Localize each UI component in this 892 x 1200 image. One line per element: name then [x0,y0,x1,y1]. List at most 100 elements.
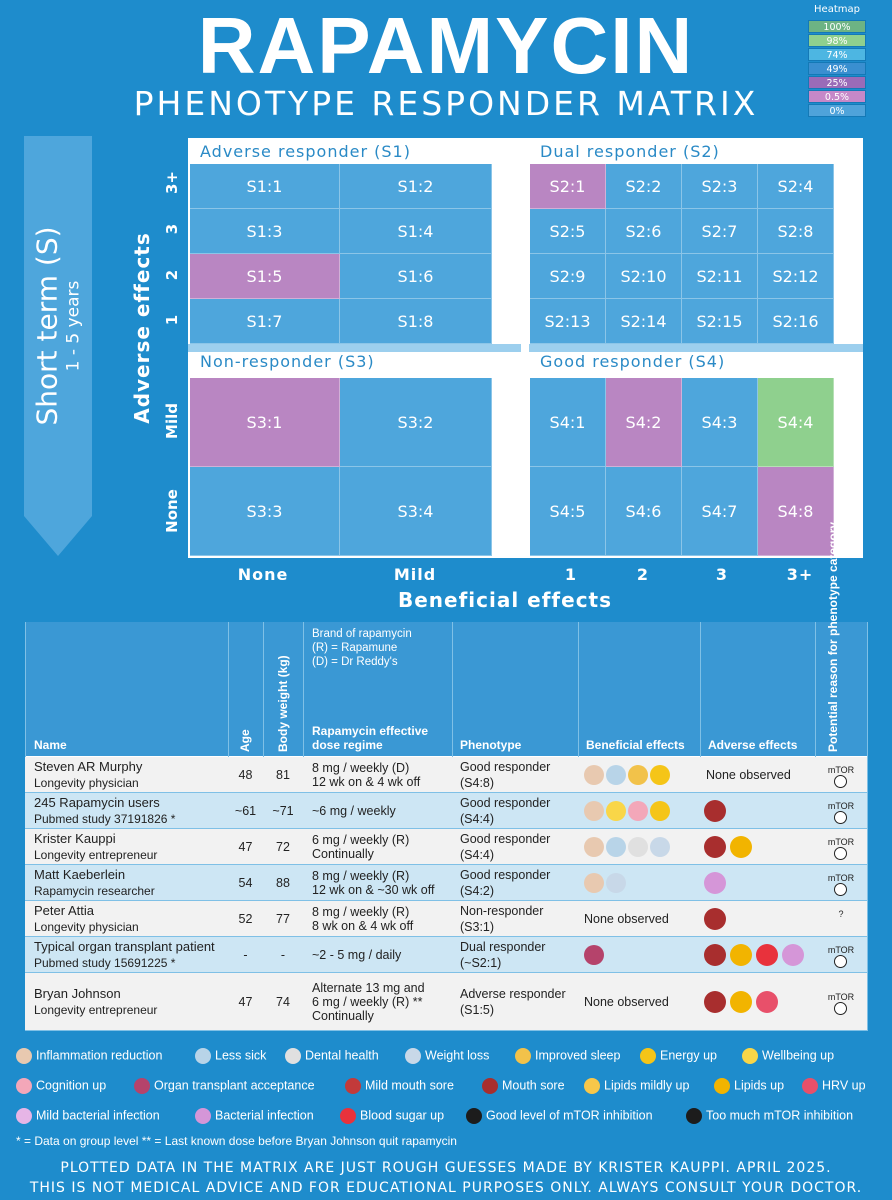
heatmap-level: 0.5% [808,90,866,103]
cell-weight: ~71 [272,804,294,818]
legend-item: Too much mTOR inhibition [686,1108,853,1124]
matrix-cell: S2:11 [682,254,758,299]
cell-role: Pubmed study 15691225 * [34,956,176,970]
y-tick: 3+ [163,170,181,194]
matrix-cell: S4:7 [682,467,758,556]
legend-label: Mild bacterial infection [36,1108,160,1123]
notes: * = Data on group level ** = Last known … [16,1134,457,1148]
improved-sleep-icon [628,765,648,785]
table-column-line [867,622,868,1031]
cell-phenotype: Dual responder [460,940,546,954]
page-title: RAPAMYCIN [197,1,695,90]
legend-item: Wellbeing up [742,1048,834,1064]
cell-phenotype-code: (S4:4) [460,812,495,826]
matrix-cell: S4:4 [758,378,834,467]
th-reason: Potential reason for phenotype category [826,521,840,752]
dental-icon [285,1048,301,1064]
legend-item: Blood sugar up [340,1108,444,1124]
legend-label: Inflammation reduction [36,1048,163,1063]
cell-reason: mTOR [827,992,855,1002]
cell-role: Longevity physician [34,920,139,934]
legend-label: Organ transplant acceptance [154,1078,315,1093]
cell-dose: 12 wk on & ~30 wk off [312,883,435,897]
cell-name: Typical organ transplant patient [34,939,215,954]
mouth-sore-icon [704,836,726,858]
y-tick: 2 [163,269,181,281]
weight-loss-icon [606,873,626,893]
cell-age: ~61 [234,804,257,818]
matrix-cell: S2:10 [606,254,682,299]
bacterial-icon [782,944,804,966]
cell-name: Matt Kaeberlein [34,867,126,882]
mouth-sore-icon [704,991,726,1013]
hrv-icon [756,991,778,1013]
organ-icon [584,945,604,965]
cell-name: Steven AR Murphy [34,759,143,774]
mtor-icon [834,847,847,860]
cell-dose: Continually [312,847,374,861]
less-sick-icon [606,837,626,857]
matrix-cell: S4:5 [530,467,606,556]
cell-phenotype-code: (S3:1) [460,920,495,934]
cell-role: Pubmed study 37191826 * [34,812,176,826]
legend-label: Less sick [215,1048,267,1063]
page-subtitle: PHENOTYPE RESPONDER MATRIX [133,84,759,123]
cell-beneficial-text: None observed [584,995,669,1009]
matrix-cell: S2:14 [606,299,682,344]
matrix-cell: S4:8 [758,467,834,556]
legend-label: Wellbeing up [762,1048,835,1063]
legend-item: Bacterial infection [195,1108,314,1124]
cell-age: 48 [238,768,253,782]
th-brand-3: (D) = Dr Reddy's [312,656,398,668]
heatmap-level: 100% [808,20,866,33]
matrix-cell: S2:3 [682,164,758,209]
cell-dose: 8 wk on & 4 wk off [312,919,414,933]
lipids-icon [730,836,752,858]
lipids-mild-icon [584,1078,600,1094]
mild-mouth-sore-icon [345,1078,361,1094]
legend-label: Good level of mTOR inhibition [486,1108,653,1123]
cell-weight: 77 [276,912,290,926]
th-brand-2: (R) = Rapamune [312,642,398,654]
cell-phenotype: Good responder [460,868,551,882]
cell-reason: mTOR [827,837,855,847]
table-row [25,757,867,793]
cell-reason: mTOR [827,765,855,775]
footer-line-1: PLOTTED DATA IN THE MATRIX ARE JUST ROUG… [60,1160,832,1176]
x-tick: None [237,565,289,584]
cell-role: Longevity physician [34,776,139,790]
dental-icon [628,837,648,857]
cell-age: 54 [238,876,253,890]
less-sick-icon [195,1048,211,1064]
energy-up-icon [650,765,670,785]
legend-item: HRV up [802,1078,866,1094]
x-axis-title: Beneficial effects [397,588,613,612]
x-tick: 1 [564,565,578,584]
cell-dose: Alternate 13 mg and [312,981,425,995]
matrix-cell: S2:12 [758,254,834,299]
legend-item: Energy up [640,1048,717,1064]
legend-item: Improved sleep [515,1048,620,1064]
y-tick: None [163,489,181,533]
matrix-cell: S1:1 [190,164,340,209]
mtor-icon [834,811,847,824]
cell-role: Rapamycin researcher [34,884,155,898]
th-adverse: Adverse effects [708,738,798,752]
x-tick: Mild [393,565,437,584]
cell-dose: 8 mg / weekly (R) [312,905,410,919]
matrix-cell: S1:5 [190,254,340,299]
cell-dose: 6 mg / weekly (R) ** [312,995,423,1009]
x-tick: 2 [636,565,650,584]
bacterial-icon [195,1108,211,1124]
cell-name: 245 Rapamycin users [34,795,160,810]
legend-label: Lipids up [734,1078,785,1093]
legend-label: Mild mouth sore [365,1078,454,1093]
mtor-much-icon [686,1108,702,1124]
table-row [25,973,867,1031]
cell-name: Bryan Johnson [34,986,121,1001]
mtor-icon [834,1002,847,1015]
cell-phenotype-code: (S4:4) [460,848,495,862]
legend-item: Organ transplant acceptance [134,1078,315,1094]
legend-item: Inflammation reduction [16,1048,162,1064]
inflammation-icon [584,873,604,893]
